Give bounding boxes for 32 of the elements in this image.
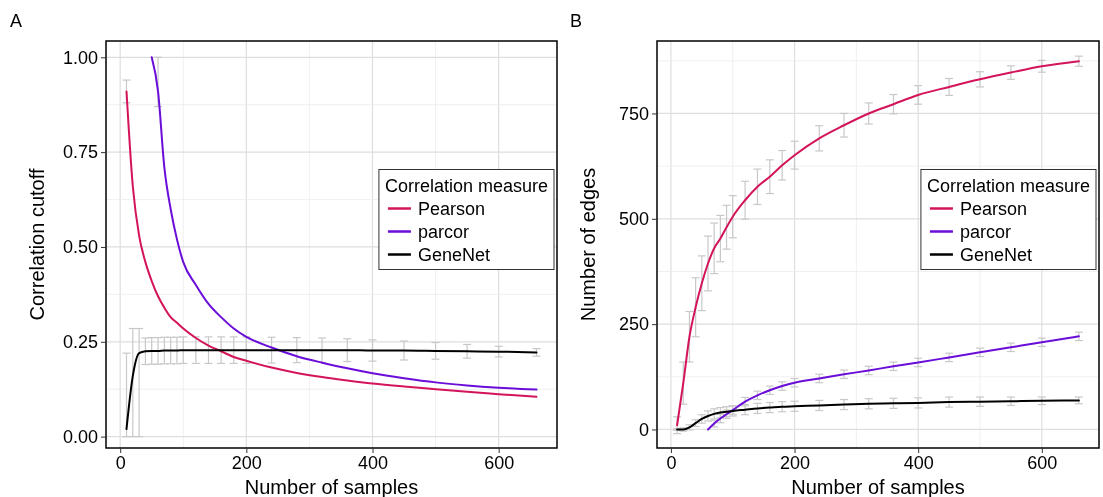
x-tick-label: 200 <box>780 452 811 473</box>
x-tick-label: 0 <box>115 452 126 473</box>
x-tick-label: 600 <box>484 452 515 473</box>
line-series <box>125 349 538 431</box>
legend-title: Correlation measure <box>926 175 1090 196</box>
x-tick-label: 200 <box>231 452 262 473</box>
y-tick-label: 0.75 <box>62 142 98 163</box>
y-axis-title: Correlation cutoff <box>26 168 48 321</box>
legend-label: Pearson <box>959 198 1027 219</box>
x-tick-label: 0 <box>666 452 677 473</box>
y-tick-label: 1.00 <box>62 47 98 68</box>
line-series <box>707 335 1080 431</box>
y-tick-label: 0.25 <box>62 332 98 353</box>
y-axis-title: Number of edges <box>577 167 599 322</box>
legend-label: GeneNet <box>417 244 490 265</box>
y-tick-label: 0.50 <box>62 237 98 258</box>
x-tick-label: 400 <box>357 452 389 473</box>
y-tick-label: 500 <box>618 209 649 230</box>
legend-label: parcor <box>417 221 469 242</box>
y-tick-label: 0.00 <box>62 426 98 447</box>
x-tick-label: 600 <box>1027 452 1058 473</box>
y-tick-label: 250 <box>618 314 649 335</box>
y-tick-label: 0 <box>638 419 649 440</box>
legend-label: Pearson <box>417 198 485 219</box>
x-tick-label: 400 <box>903 452 934 473</box>
y-tick-label: 750 <box>618 103 649 124</box>
text: A <box>10 11 23 31</box>
line-series <box>676 399 1080 431</box>
legend-label: GeneNet <box>959 244 1032 265</box>
legend-title: Correlation measure <box>384 175 548 196</box>
legend-label: parcor <box>959 221 1011 242</box>
text: B <box>570 11 583 31</box>
